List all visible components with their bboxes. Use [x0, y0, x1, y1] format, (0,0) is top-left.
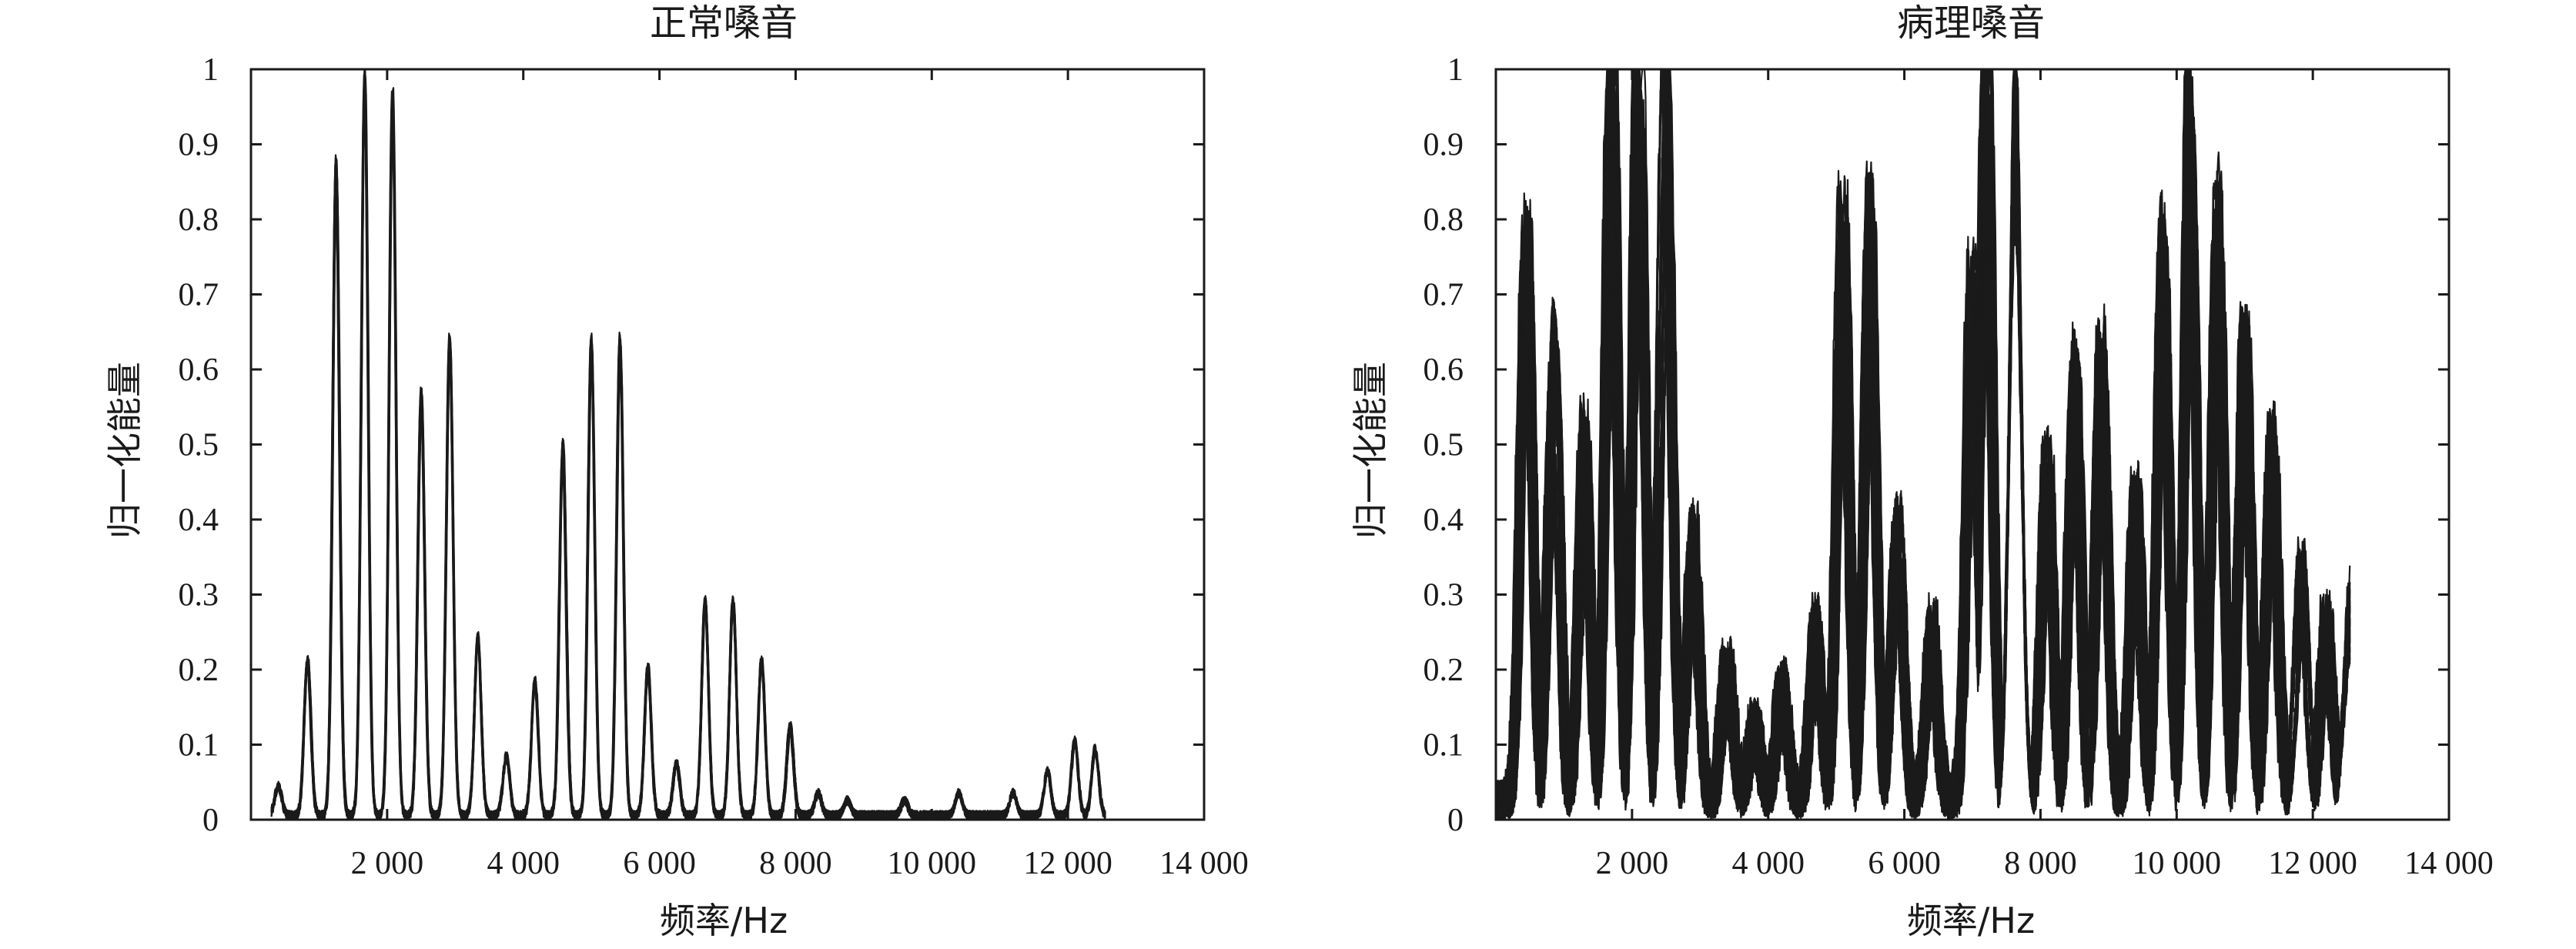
- y-axis-label: 归一化能量: [1350, 362, 1391, 539]
- y-axis-ticks: 0 0.1 0.2 0.3 0.4 0.5 0.6 0.7 0.8 0.9 1: [1423, 52, 2449, 838]
- spectrum-line: [1494, 68, 2351, 820]
- x-tick-label: 2 000: [351, 846, 424, 881]
- y-tick-label: 1: [1447, 52, 1464, 88]
- y-tick-label: 0.6: [1423, 353, 1464, 388]
- chart-title: 病理嗓音: [1897, 2, 2045, 45]
- y-tick-label: 0.9: [179, 128, 219, 163]
- y-tick-label: 0: [1447, 803, 1464, 838]
- y-axis-ticks: 0 0.1 0.2 0.3 0.4 0.5 0.6 0.7 0.8 0.9 1: [179, 52, 1204, 838]
- chart-normal-voice: 正常嗓音 频率/Hz 归一化能量 00.10.20.30.40.50.60.70…: [104, 2, 1249, 941]
- chart-title: 正常嗓音: [650, 2, 798, 45]
- y-tick-label: 0.3: [179, 578, 219, 613]
- y-tick-label: 0.8: [1423, 202, 1464, 238]
- y-tick-label: 0.2: [179, 653, 219, 688]
- y-tick-label: 0.2: [1423, 653, 1464, 688]
- x-tick-label: 6 000: [623, 846, 696, 881]
- x-axis-label: 频率/Hz: [660, 900, 788, 941]
- y-tick-label: 0.7: [1423, 278, 1464, 313]
- spectrum-line: [1494, 68, 2351, 820]
- spectrum-lines: [1494, 68, 2351, 820]
- x-tick-label: 12 000: [1023, 846, 1112, 881]
- y-tick-label: 0.9: [1423, 128, 1464, 163]
- y-axis-label: 归一化能量: [104, 362, 146, 539]
- x-axis-label: 频率/Hz: [1907, 900, 2035, 941]
- x-tick-label: 14 000: [2404, 846, 2494, 881]
- x-tick-label: 8 000: [759, 846, 832, 881]
- x-tick-label: 8 000: [2004, 846, 2077, 881]
- x-tick-label: 4 000: [1731, 846, 1805, 881]
- x-tick-label: 10 000: [2133, 846, 2222, 881]
- y-tick-label: 0.5: [179, 428, 219, 463]
- x-tick-label: 4 000: [487, 846, 560, 881]
- x-tick-label: 12 000: [2268, 846, 2357, 881]
- spectrum-line: [270, 82, 1106, 821]
- x-tick-label: 2 000: [1596, 846, 1669, 881]
- y-tick-label: 1: [202, 52, 219, 88]
- y-tick-label: 0: [202, 803, 219, 838]
- y-tick-label: 0.1: [179, 728, 219, 764]
- y-tick-label: 0.3: [1423, 578, 1464, 613]
- y-tick-label: 0.5: [1423, 428, 1464, 463]
- y-tick-label: 0.4: [1423, 503, 1464, 538]
- y-tick-label: 0.1: [1423, 728, 1464, 764]
- y-tick-label: 0.7: [179, 278, 219, 313]
- x-tick-label: 10 000: [888, 846, 977, 881]
- y-tick-label: 0.8: [179, 202, 219, 238]
- y-tick-label: 0.6: [179, 353, 219, 388]
- chart-pathological-voice: 病理嗓音 频率/Hz 归一化能量 00.10.20.30.40.50.60.70…: [1350, 2, 2494, 941]
- x-axis-ticks: 2 000 4 000 6 000 8 000 10 000 12 000 14 000: [351, 69, 1249, 881]
- y-tick-label: 0.4: [179, 503, 219, 538]
- x-tick-label: 14 000: [1159, 846, 1249, 881]
- x-tick-label: 6 000: [1868, 846, 1941, 881]
- spectrum-lines: [270, 68, 1106, 821]
